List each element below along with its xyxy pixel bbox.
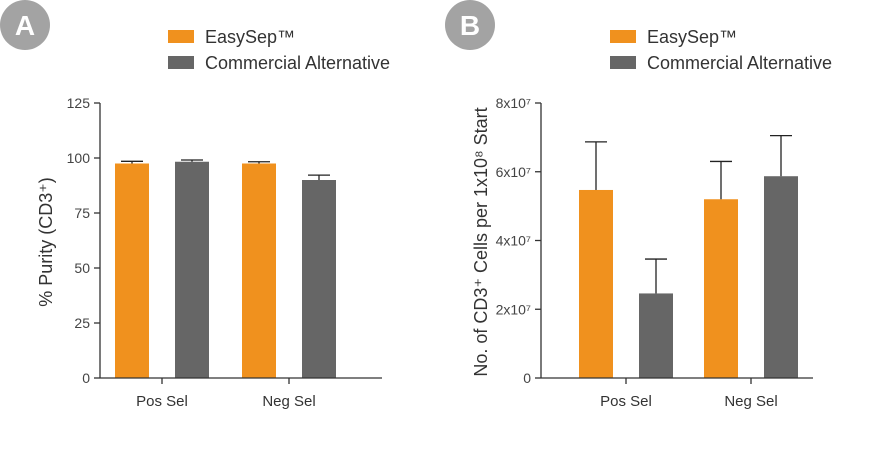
panel-a-badge-circle xyxy=(0,0,50,50)
chart-a-y-tick-label-1: 25 xyxy=(74,315,90,331)
chart-a-y-tick-label-0: 0 xyxy=(82,370,90,386)
legend-b-alternative-label: Commercial Alternative xyxy=(647,53,832,73)
chart-a-bar-alternative-1 xyxy=(302,180,336,378)
chart-a-y-tick-label-5: 125 xyxy=(67,95,91,111)
legend-b-easysep-swatch xyxy=(610,30,636,43)
chart-b-y-tick-label-2: 4x10⁷ xyxy=(496,233,531,249)
panel-b-letter: B xyxy=(460,10,480,41)
chart-a-y-axis-title: % Purity (CD3⁺) xyxy=(36,177,56,307)
chart-b-bar-alternative-1 xyxy=(764,176,798,378)
chart-b-bar-easysep-0 xyxy=(579,189,613,378)
legend-a-alternative-label: Commercial Alternative xyxy=(205,53,390,73)
legend-a-easysep-label: EasySep™ xyxy=(205,27,295,47)
chart-b-x-tick-label-1: Neg Sel xyxy=(724,393,777,410)
chart-a-bar-easysep-0 xyxy=(115,163,149,378)
panel-b-badge-circle xyxy=(445,0,495,50)
panel-a-letter: A xyxy=(15,10,35,41)
chart-a-y-tick-label-4: 100 xyxy=(67,150,91,166)
chart-a-y-tick-label-2: 50 xyxy=(74,260,90,276)
legend-a: EasySep™ Commercial Alternative xyxy=(168,27,390,73)
legend-b-easysep-label: EasySep™ xyxy=(647,27,737,47)
chart-a-x-tick-label-0: Pos Sel xyxy=(136,393,188,410)
chart-a-bar-easysep-1 xyxy=(242,163,276,378)
chart-a-bar-alternative-0 xyxy=(175,161,209,378)
chart-a: 0 25 50 75 100 125 Pos Sel Neg Sel xyxy=(67,95,382,410)
chart-b-y-tick-label-3: 6x10⁷ xyxy=(496,164,531,180)
chart-b-x-tick-label-0: Pos Sel xyxy=(600,393,652,410)
chart-b-y-axis-title: No. of CD3⁺ Cells per 1x10⁸ Start xyxy=(471,107,491,376)
chart-a-x-tick-label-1: Neg Sel xyxy=(262,393,315,410)
chart-b-y-tick-label-1: 2x10⁷ xyxy=(496,301,531,317)
panel-b-badge: B xyxy=(445,0,495,50)
legend-a-easysep-swatch xyxy=(168,30,194,43)
legend-a-alternative-swatch xyxy=(168,56,194,69)
chart-b-y-tick-label-0: 0 xyxy=(523,370,531,386)
chart-a-y-tick-label-3: 75 xyxy=(74,205,90,221)
chart-b-bar-alternative-0 xyxy=(639,293,673,378)
chart-b: 0 2x10⁷ 4x10⁷ 6x10⁷ 8x10⁷ Pos Sel Neg Sel xyxy=(496,95,813,410)
legend-b: EasySep™ Commercial Alternative xyxy=(610,27,832,73)
chart-b-bar-easysep-1 xyxy=(704,199,738,378)
legend-b-alternative-swatch xyxy=(610,56,636,69)
panel-a-badge: A xyxy=(0,0,50,50)
chart-b-y-tick-label-4: 8x10⁷ xyxy=(496,95,531,111)
